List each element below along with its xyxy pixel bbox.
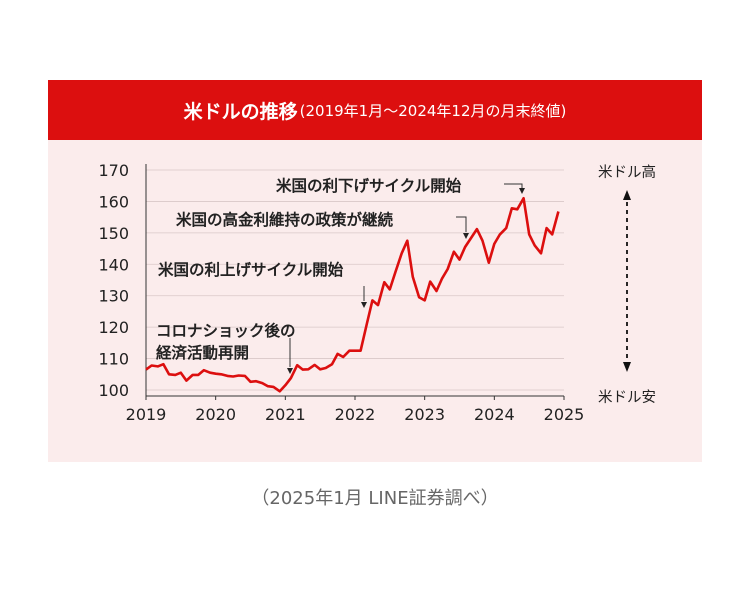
arrow-up-icon xyxy=(623,190,631,200)
annotation-leader xyxy=(504,183,523,189)
annotation-arrowhead xyxy=(463,233,469,239)
y-tick-label: 130 xyxy=(98,287,129,306)
x-tick-label: 2020 xyxy=(195,405,236,424)
x-tick-label: 2023 xyxy=(404,405,445,424)
x-tick-label: 2019 xyxy=(126,405,167,424)
annotation-label: 米国の利下げサイクル開始 xyxy=(276,176,462,195)
y-tick-label: 100 xyxy=(98,381,129,400)
x-tick-label: 2024 xyxy=(474,405,515,424)
annotation-label: 米国の利上げサイクル開始 xyxy=(158,260,344,279)
y-tick-label: 120 xyxy=(98,318,129,337)
chart-title: 米ドルの推移 xyxy=(183,100,298,123)
series-line-usdjpy xyxy=(145,197,560,393)
annotation-label: 米国の高金利維持の政策が継続 xyxy=(176,210,394,229)
x-tick-label: 2025 xyxy=(544,405,585,424)
arrow-down-icon xyxy=(623,362,631,372)
annotation-leader xyxy=(456,216,467,232)
line-chart: 100 110 120 130 140 150 160 170 2019 2020 2021 2022… xyxy=(98,161,656,424)
x-tick-label: 2022 xyxy=(335,405,376,424)
chart-card: 米ドルの推移 (2019年1月〜2024年12月の月末終値) 100 110 120… xyxy=(48,80,702,462)
annotation-label: 経済活動再開 xyxy=(156,343,249,362)
y-tick-label: 140 xyxy=(98,255,129,274)
annotation-arrowhead xyxy=(519,188,525,194)
annotation-arrowhead xyxy=(361,302,367,308)
y-tick-label: 110 xyxy=(98,350,129,369)
source-note: （2025年1月 LINE証券調べ） xyxy=(251,488,499,509)
label-dollar-weak: 米ドル安 xyxy=(598,389,656,406)
label-dollar-strong: 米ドル高 xyxy=(598,164,656,181)
y-tick-label: 150 xyxy=(98,224,129,243)
x-tick-label: 2021 xyxy=(265,405,306,424)
title-bar: 米ドルの推移 (2019年1月〜2024年12月の月末終値) xyxy=(48,80,702,140)
y-tick-label: 170 xyxy=(98,161,129,180)
chart-subtitle: (2019年1月〜2024年12月の月末終値) xyxy=(299,101,567,120)
annotation-arrowhead xyxy=(287,368,293,374)
annotation-label: コロナショック後の xyxy=(156,321,296,340)
y-tick-label: 160 xyxy=(98,192,129,211)
